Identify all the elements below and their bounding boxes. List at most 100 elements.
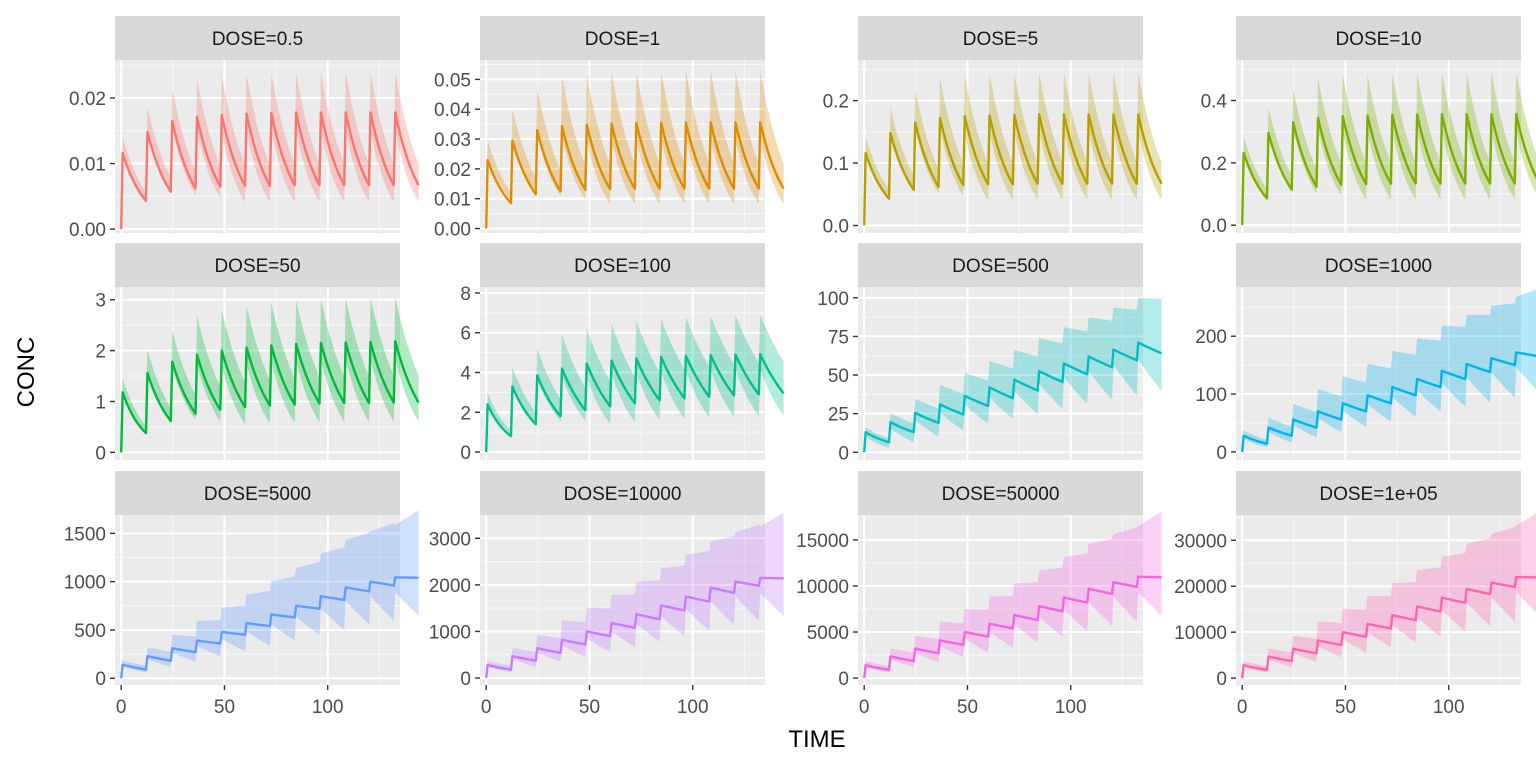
panel-grid: DOSE=0.50.000.010.02DOSE=10.000.010.020.… <box>64 16 1536 718</box>
y-tick-label: 75 <box>828 327 849 348</box>
facet-strip-label: DOSE=0.5 <box>212 29 303 50</box>
facet-strip-label: DOSE=500 <box>952 256 1049 277</box>
facet-strip <box>1236 243 1521 287</box>
y-tick-label: 50 <box>828 366 849 387</box>
y-tick-label: 0.4 <box>1201 92 1228 113</box>
y-tick-label: 25 <box>828 405 849 426</box>
facet-strip <box>480 243 765 287</box>
y-tick-label: 30000 <box>1174 531 1227 552</box>
median-line <box>485 353 785 453</box>
median-line <box>1241 351 1536 453</box>
x-tick-label: 0 <box>116 697 127 718</box>
y-tick-label: 0 <box>460 669 471 690</box>
x-tick-label: 50 <box>1335 697 1356 718</box>
facet-panel: DOSE=10 0.0 0.2 0.4 <box>1201 16 1536 237</box>
y-tick-label: 0.04 <box>434 100 471 121</box>
panel-background <box>1236 287 1521 460</box>
facet-strip <box>115 16 400 60</box>
facet-strip-label: DOSE=5000 <box>204 484 311 505</box>
facet-panel: DOSE=500 0 25 50 75 100 <box>817 243 1163 464</box>
y-tick-label: 0.0 <box>1201 216 1227 237</box>
median-line <box>120 340 420 453</box>
interval-band <box>1242 289 1536 452</box>
interval-band <box>1242 513 1536 679</box>
interval-band <box>121 510 419 679</box>
facet-strip-label: DOSE=1000 <box>1325 256 1432 277</box>
facet-panel: DOSE=50 0 1 2 3 <box>95 243 420 464</box>
median-line <box>485 576 784 679</box>
facet-strip <box>1236 16 1521 60</box>
x-tick-label: 0 <box>481 697 492 718</box>
facet-panel: DOSE=5 0.0 0.1 0.2 <box>823 16 1163 238</box>
facet-strip-label: DOSE=100 <box>574 256 671 277</box>
y-tick-label: 0 <box>460 443 471 464</box>
y-tick-label: 0 <box>95 669 106 690</box>
facet-panel: DOSE=1 0.00 0.01 0.02 0.03 0.04 0.05 <box>434 16 785 241</box>
facet-strip-label: DOSE=1e+05 <box>1319 484 1437 505</box>
facet-strip-label: DOSE=50000 <box>942 484 1060 505</box>
median-line <box>863 575 1162 679</box>
median-line <box>1241 575 1536 679</box>
y-tick-label: 0.03 <box>434 130 471 151</box>
panel-background <box>115 60 400 233</box>
facet-panel: DOSE=100 0 2 4 6 8 <box>460 243 785 464</box>
y-tick-label: 0.02 <box>69 89 106 110</box>
facet-strip-label: DOSE=1 <box>585 29 661 50</box>
interval-band <box>486 512 784 679</box>
facet-strip <box>115 471 400 515</box>
y-tick-label: 1 <box>95 392 106 413</box>
interval-band <box>121 71 419 230</box>
median-line <box>120 111 420 230</box>
y-tick-label: 0.05 <box>434 70 471 91</box>
y-tick-label: 2000 <box>429 576 471 597</box>
panel-background <box>858 515 1143 685</box>
y-tick-label: 0 <box>838 669 849 690</box>
median-line <box>120 576 419 679</box>
median-line <box>863 113 1163 226</box>
panel-background <box>1236 60 1521 233</box>
facet-panel: DOSE=5000 0 500 1000 1500 0 50 100 <box>64 471 419 718</box>
y-tick-label: 500 <box>74 621 106 642</box>
facet-panel: DOSE=1e+05 0 10000 20000 30000 0 50 100 <box>1174 471 1536 718</box>
facet-strip <box>115 243 400 287</box>
facet-strip <box>858 471 1143 515</box>
x-tick-label: 100 <box>1055 697 1087 718</box>
x-tick-label: 50 <box>957 697 978 718</box>
x-tick-label: 100 <box>677 697 709 718</box>
y-tick-label: 6 <box>460 324 471 345</box>
y-tick-label: 2 <box>460 403 471 424</box>
x-tick-label: 0 <box>859 697 870 718</box>
y-tick-label: 0.1 <box>823 154 849 175</box>
y-tick-label: 8 <box>460 284 471 305</box>
facet-panel: DOSE=50000 0 5000 10000 15000 0 50 100 <box>796 471 1162 718</box>
y-tick-label: 4 <box>460 364 471 385</box>
panel-background <box>480 515 765 685</box>
median-line <box>863 341 1163 453</box>
y-tick-label: 0.00 <box>69 220 106 241</box>
y-tick-label: 3000 <box>429 529 471 550</box>
y-tick-label: 0 <box>1216 669 1227 690</box>
x-tick-label: 50 <box>214 697 235 718</box>
facet-strip-label: DOSE=10000 <box>564 484 682 505</box>
facet-strip-label: DOSE=5 <box>963 29 1039 50</box>
y-tick-label: 0.2 <box>823 92 849 113</box>
y-tick-label: 0.02 <box>434 160 471 181</box>
facet-strip <box>1236 471 1521 515</box>
y-tick-label: 10000 <box>1174 623 1227 644</box>
facet-panel: DOSE=0.5 0.00 0.01 0.02 <box>69 16 420 241</box>
panel-background <box>1236 515 1521 685</box>
panel-background <box>858 60 1143 233</box>
facet-strip <box>858 243 1143 287</box>
x-tick-label: 100 <box>312 697 344 718</box>
x-tick-label: 0 <box>1237 697 1248 718</box>
facet-strip-label: DOSE=50 <box>214 256 300 277</box>
y-tick-label: 200 <box>1195 327 1227 348</box>
panel-background <box>858 287 1143 460</box>
y-axis-label: CONC <box>13 337 40 408</box>
y-tick-label: 1500 <box>64 524 106 545</box>
y-tick-label: 0 <box>95 443 106 464</box>
facet-strip <box>858 16 1143 60</box>
y-tick-label: 15000 <box>796 531 849 552</box>
